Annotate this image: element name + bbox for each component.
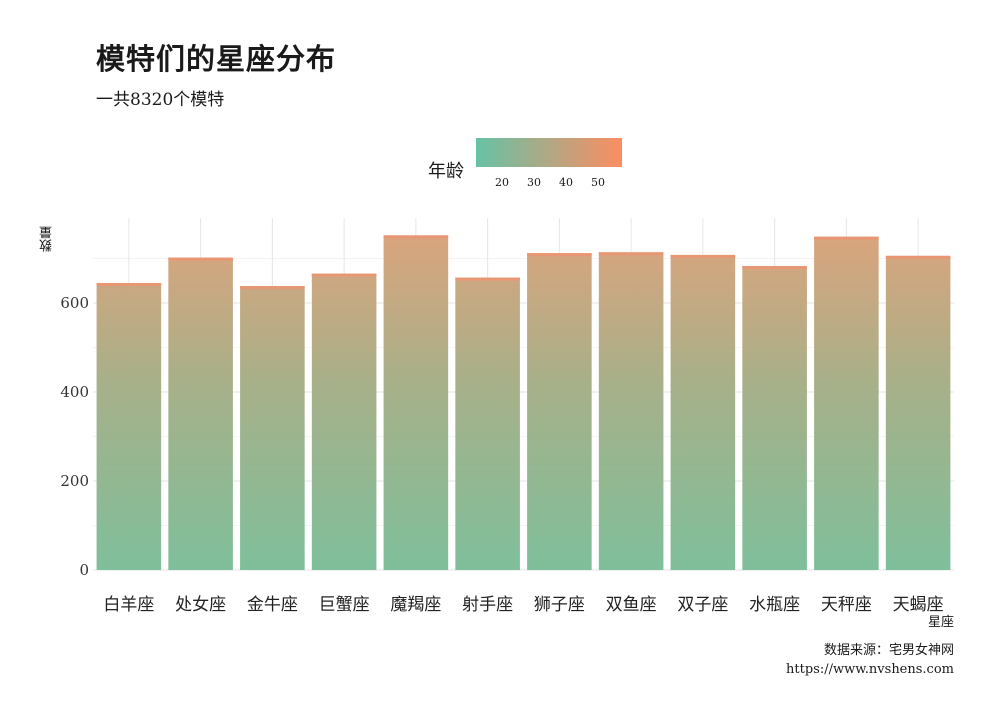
x-tick-label: 天秤座 [821, 595, 872, 615]
chart-title: 模特们的星座分布 [96, 42, 337, 76]
bar-top-cap [885, 255, 951, 259]
source-text: 数据来源：宅男女神网 [823, 643, 954, 658]
y-tick-label: 600 [60, 294, 89, 312]
legend-tick: 30 [527, 176, 541, 189]
bar [670, 254, 736, 570]
bar-top-cap [96, 282, 162, 286]
x-tick-label: 魔羯座 [390, 595, 441, 615]
y-tick-label: 400 [60, 383, 89, 401]
x-tick-label: 射手座 [462, 595, 513, 615]
y-tick-label: 200 [60, 472, 89, 490]
x-tick-label: 巨蟹座 [319, 595, 370, 615]
bar [96, 282, 162, 570]
bar [814, 236, 879, 570]
bar [455, 277, 520, 570]
bar-top-cap [455, 277, 520, 281]
x-tick-label: 水瓶座 [749, 595, 800, 615]
x-tick-label: 金牛座 [247, 595, 298, 615]
x-tick-label: 天蝎座 [893, 595, 944, 615]
y-tick-label: 0 [79, 561, 89, 579]
bar-top-cap [598, 252, 664, 256]
bar [168, 257, 233, 570]
bar [527, 253, 592, 570]
bar [885, 255, 951, 570]
bar-top-cap [814, 236, 879, 240]
source-url: https://www.nvshens.com [786, 662, 954, 677]
bar [383, 235, 449, 571]
x-tick-label: 狮子座 [534, 595, 585, 615]
legend-tick: 20 [495, 176, 509, 189]
x-tick-label: 白羊座 [103, 595, 154, 615]
bar-top-cap [670, 254, 736, 258]
bar [240, 286, 305, 570]
bar-top-cap [383, 235, 449, 239]
x-axis-label: 星座 [927, 615, 954, 630]
legend-color-bar [476, 138, 622, 167]
legend-tick: 50 [591, 176, 605, 189]
chart-subtitle: 一共8320个模特 [96, 90, 225, 110]
bar-top-cap [168, 257, 233, 261]
bar [742, 266, 807, 570]
bar-top-cap [742, 266, 807, 270]
bar-top-cap [311, 273, 377, 277]
x-tick-label: 双子座 [677, 595, 728, 615]
bar [598, 252, 664, 570]
x-tick-label: 双鱼座 [606, 595, 657, 615]
y-axis-label: 数量 [40, 226, 55, 252]
legend-tick: 40 [559, 176, 573, 189]
legend-title: 年龄 [428, 161, 464, 182]
x-tick-label: 处女座 [175, 595, 226, 615]
bar-top-cap [527, 253, 592, 257]
bar-top-cap [240, 286, 305, 290]
data-source: 数据来源：宅男女神网 https://www.nvshens.com [786, 641, 954, 679]
bar [311, 273, 377, 570]
